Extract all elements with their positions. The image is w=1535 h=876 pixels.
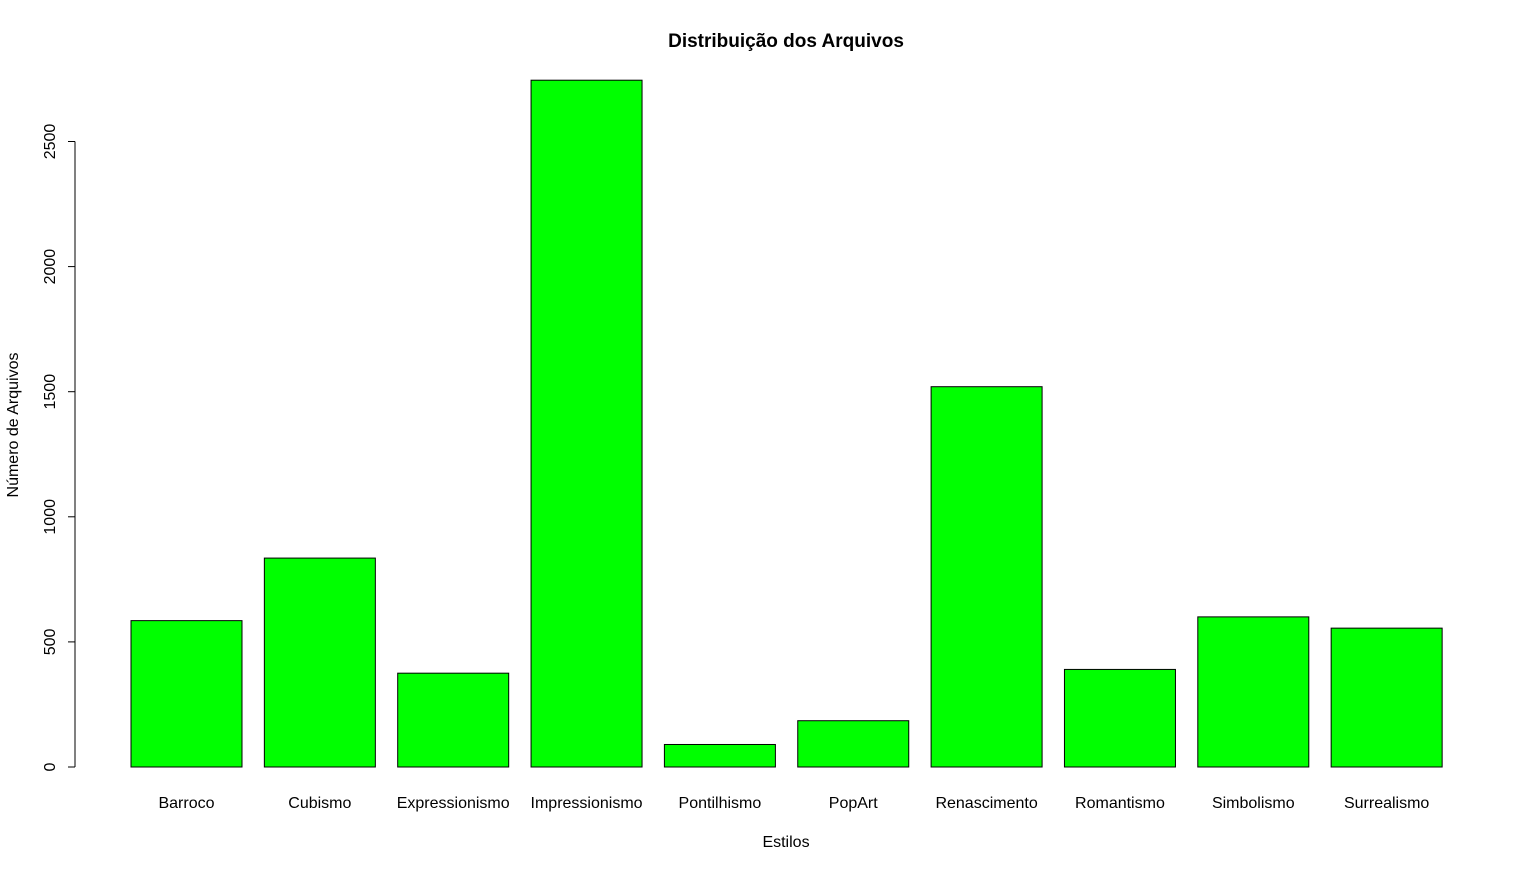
bar-popart [797,720,910,768]
x-tick-label: Impressionismo [531,795,643,812]
y-tick-label: 2500 [42,124,59,160]
bar-romantismo [1063,668,1176,768]
bars-group [130,79,1443,768]
y-tick-label: 500 [42,628,59,655]
bar-expressionismo [397,672,510,768]
bar-barroco [130,620,243,768]
x-tick-label: Simbolismo [1212,795,1295,812]
bar-cubismo [263,557,376,768]
y-tick-label: 1500 [42,374,59,410]
y-tick-label: 0 [42,762,59,771]
bar-pontilhismo [663,743,776,768]
y-tick-label: 1000 [42,499,59,535]
y-axis-label: Número de Arquivos [5,353,22,498]
bar-renascimento [930,386,1043,768]
y-tick-label: 2000 [42,249,59,285]
bar-impressionismo [530,79,643,768]
x-tick-label: Pontilhismo [679,795,762,812]
x-labels-group: Barroco Cubismo Expressionismo Impressionis… [158,795,1429,812]
x-tick-label: Renascimento [935,795,1037,812]
chart-title: Distribuição dos Arquivos [668,31,904,52]
x-tick-label: Surrealismo [1344,795,1429,812]
y-axis: 0 500 1000 1500 2000 2500 [42,124,76,771]
bar-simbolismo [1197,616,1310,768]
x-axis-label: Estilos [762,834,809,851]
x-tick-label: Cubismo [288,795,351,812]
x-tick-label: Romantismo [1075,795,1165,812]
x-tick-label: PopArt [829,795,878,812]
x-tick-label: Expressionismo [397,795,510,812]
x-tick-label: Barroco [158,795,214,812]
bar-surrealismo [1330,627,1443,768]
